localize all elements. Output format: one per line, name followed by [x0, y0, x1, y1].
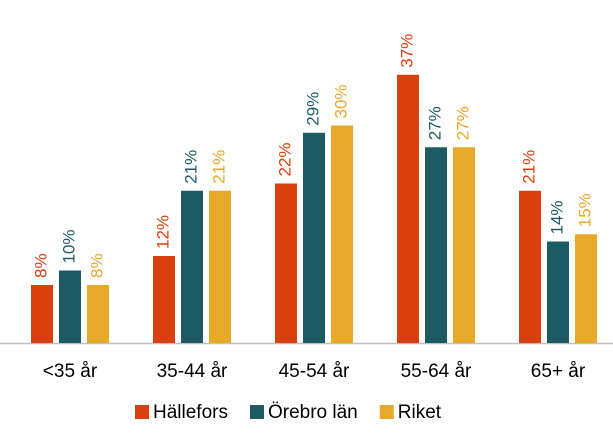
bar — [87, 285, 109, 343]
data-label: 21% — [181, 150, 200, 184]
data-label: 37% — [397, 34, 416, 68]
data-label: 12% — [153, 215, 172, 249]
legend-label: Riket — [398, 402, 442, 423]
legend-swatch — [379, 405, 394, 419]
data-label: 8% — [87, 253, 106, 278]
bar — [425, 147, 447, 343]
bar — [453, 147, 475, 343]
bar — [575, 234, 597, 343]
data-label: 21% — [519, 150, 538, 184]
bar — [153, 256, 175, 343]
x-tick-label: 45-54 år — [279, 361, 350, 382]
bar — [59, 270, 81, 343]
data-label: 8% — [31, 253, 50, 278]
bar — [303, 132, 325, 343]
bar — [519, 190, 541, 343]
legend-label: Hällefors — [153, 402, 228, 423]
x-tick-label: <35 år — [43, 361, 98, 382]
data-label: 14% — [547, 200, 566, 234]
x-tick-label: 65+ år — [531, 361, 586, 382]
data-label: 29% — [303, 92, 322, 126]
data-label: 10% — [59, 229, 78, 263]
x-tick-label: 55-64 år — [401, 361, 472, 382]
bar — [397, 74, 419, 343]
legend-label: Örebro län — [268, 402, 358, 423]
legend-swatch — [249, 405, 264, 419]
data-label: 15% — [575, 193, 594, 227]
data-label: 27% — [453, 106, 472, 140]
legend-swatch — [135, 405, 149, 419]
bar — [181, 190, 203, 343]
bar — [31, 285, 53, 343]
bar — [209, 190, 231, 343]
data-label: 22% — [275, 142, 294, 176]
bar — [547, 241, 569, 343]
bar — [331, 125, 353, 343]
data-label: 27% — [425, 106, 444, 140]
data-label: 30% — [331, 84, 350, 118]
data-label: 21% — [209, 150, 228, 184]
bar — [275, 183, 297, 343]
x-tick-label: 35-44 år — [157, 361, 228, 382]
